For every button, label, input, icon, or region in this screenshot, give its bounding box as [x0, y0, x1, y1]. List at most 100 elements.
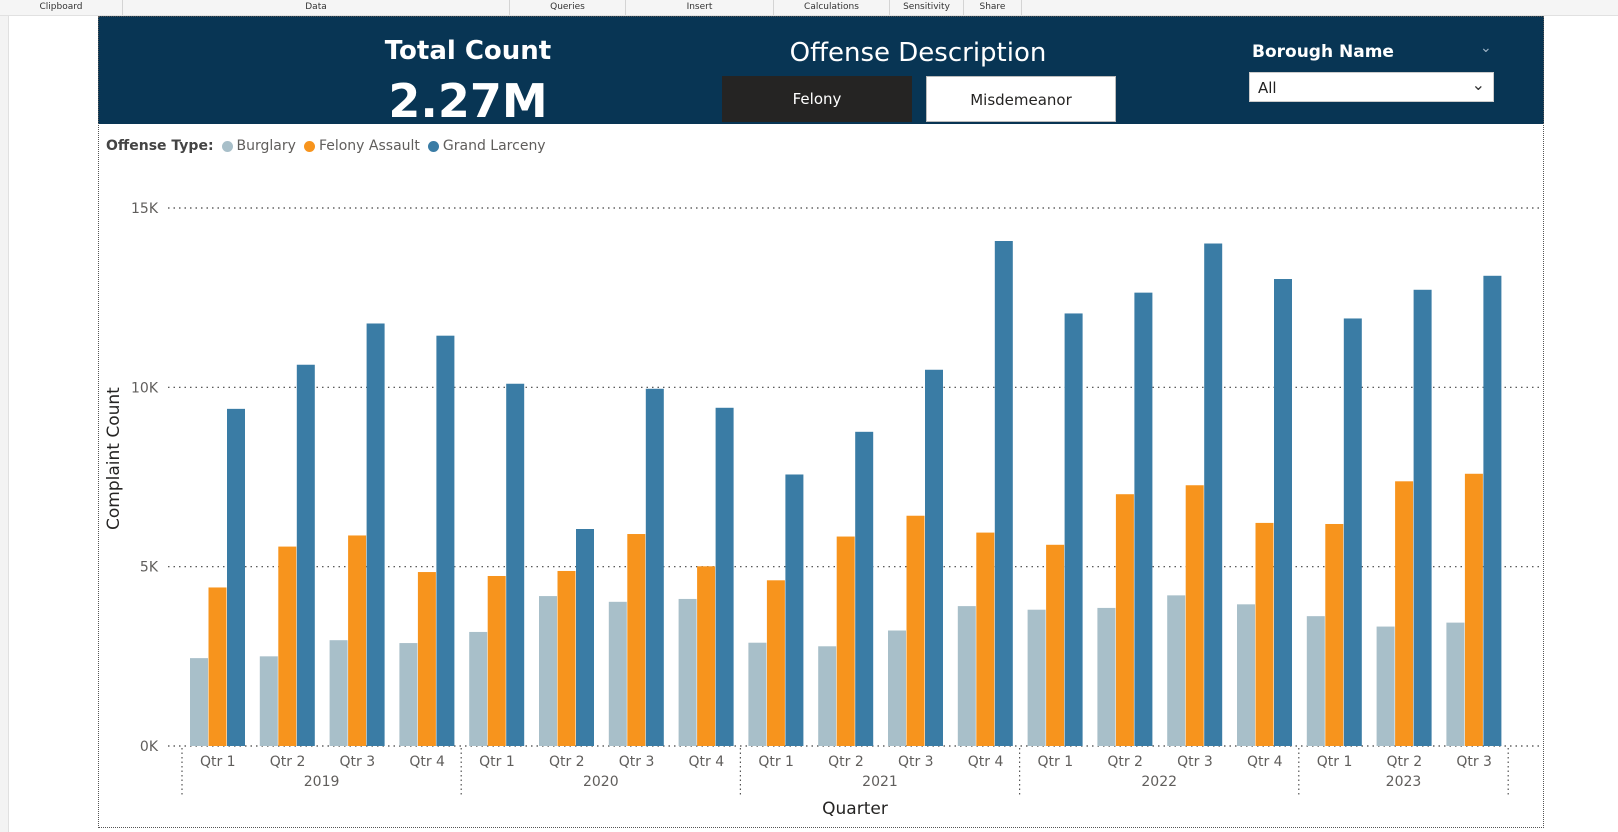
ribbon-group-clipboard[interactable]: Clipboard — [0, 0, 123, 15]
bar-burglary — [748, 642, 767, 746]
bar-felony-assault — [1185, 485, 1204, 746]
x-tick-label: Qtr 3 — [1456, 754, 1492, 770]
year-label: 2023 — [1386, 774, 1422, 790]
offense-description-title: Offense Description — [789, 38, 1047, 68]
report-header: Total Count 2.27M Offense Description Fe… — [98, 16, 1544, 128]
chevron-down-icon: ⌄ — [1471, 75, 1485, 94]
bar-grand-larceny — [994, 240, 1013, 747]
bar-burglary — [1446, 622, 1465, 746]
x-tick-label: Qtr 3 — [898, 754, 934, 770]
bar-felony-assault — [1115, 494, 1134, 746]
x-tick-label: Qtr 1 — [479, 754, 515, 770]
report-canvas-border — [98, 16, 1544, 828]
bar-burglary — [469, 631, 488, 746]
legend-item-grand-larceny[interactable]: Grand Larceny — [427, 138, 546, 154]
legend-dot-icon — [427, 140, 439, 152]
bar-grand-larceny — [1413, 289, 1432, 746]
year-label: 2021 — [862, 774, 898, 790]
bar-burglary — [818, 646, 837, 746]
ribbon-group-insert[interactable]: Insert — [626, 0, 774, 15]
bar-felony-assault — [1464, 473, 1483, 746]
x-axis-title: Quarter — [822, 799, 888, 819]
bar-grand-larceny — [296, 364, 315, 746]
y-tick-label: 0K — [140, 739, 159, 755]
bar-felony-assault — [278, 546, 297, 746]
legend-label: Grand Larceny — [442, 138, 546, 154]
bar-felony-assault — [417, 572, 436, 746]
x-tick-label: Qtr 4 — [409, 754, 445, 770]
bar-grand-larceny — [715, 407, 734, 746]
bar-felony-assault — [1395, 481, 1414, 746]
bar-grand-larceny — [645, 388, 664, 746]
total-count-value: 2.27M — [388, 74, 548, 128]
bar-grand-larceny — [1483, 275, 1502, 746]
ribbon-group-queries[interactable]: Queries — [510, 0, 626, 15]
x-tick-label: Qtr 2 — [549, 754, 585, 770]
misdemeanor-button[interactable]: Misdemeanor — [926, 76, 1116, 122]
bar-grand-larceny — [925, 369, 943, 746]
bar-felony-assault — [487, 575, 506, 746]
bar-felony-assault — [697, 566, 716, 746]
bar-burglary — [1027, 609, 1046, 746]
bar-burglary — [329, 640, 348, 746]
bar-grand-larceny — [1274, 279, 1292, 746]
y-tick-label: 15K — [131, 201, 159, 217]
bar-felony-assault — [906, 515, 925, 746]
bar-felony-assault — [766, 580, 785, 746]
bar-grand-larceny — [785, 474, 804, 746]
bar-burglary — [608, 601, 627, 746]
x-tick-label: Qtr 1 — [1317, 754, 1353, 770]
bar-felony-assault — [557, 570, 576, 746]
bar-grand-larceny — [227, 408, 245, 746]
bar-grand-larceny — [1343, 318, 1362, 746]
legend-item-felony-assault[interactable]: Felony Assault — [303, 138, 420, 154]
bar-grand-larceny — [436, 335, 455, 746]
bar-burglary — [1167, 595, 1186, 746]
bar-burglary — [1376, 626, 1395, 746]
borough-dropdown[interactable]: All ⌄ — [1249, 72, 1494, 102]
bar-burglary — [399, 643, 418, 746]
bar-grand-larceny — [576, 529, 594, 746]
legend-label: Burglary — [236, 138, 296, 154]
borough-dropdown-value: All — [1258, 79, 1277, 97]
ribbon-group-share[interactable]: Share — [964, 0, 1022, 15]
x-tick-label: Qtr 3 — [340, 754, 376, 770]
bar-burglary — [1306, 616, 1325, 746]
x-tick-label: Qtr 3 — [1177, 754, 1213, 770]
x-tick-label: Qtr 4 — [968, 754, 1004, 770]
borough-name-title: Borough Name — [1252, 42, 1394, 62]
bar-felony-assault — [627, 534, 646, 746]
bar-felony-assault — [836, 536, 855, 746]
x-tick-label: Qtr 2 — [1387, 754, 1423, 770]
x-tick-label: Qtr 4 — [689, 754, 725, 770]
x-tick-label: Qtr 2 — [270, 754, 306, 770]
bar-felony-assault — [208, 587, 227, 746]
chart-legend: Offense Type: Burglary Felony Assault Gr… — [106, 138, 554, 154]
year-label: 2022 — [1141, 774, 1177, 790]
total-count-title: Total Count — [384, 36, 552, 66]
bar-burglary — [539, 596, 557, 746]
bar-grand-larceny — [1134, 292, 1153, 746]
chevron-down-icon[interactable]: ⌄ — [1480, 40, 1492, 56]
ribbon-group-data[interactable]: Data — [123, 0, 510, 15]
bar-felony-assault — [1255, 522, 1274, 746]
bar-grand-larceny — [855, 431, 874, 746]
bar-burglary — [888, 630, 906, 746]
ribbon-group-calculations[interactable]: Calculations — [774, 0, 890, 15]
bar-burglary — [678, 598, 697, 746]
legend-dot-icon — [303, 140, 315, 152]
felony-button[interactable]: Felony — [722, 76, 912, 122]
year-label: 2020 — [583, 774, 619, 790]
bar-grand-larceny — [1204, 243, 1223, 746]
ribbon-group-sensitivity[interactable]: Sensitivity — [890, 0, 964, 15]
legend-item-burglary[interactable]: Burglary — [221, 138, 296, 154]
y-tick-label: 5K — [140, 560, 159, 576]
bar-felony-assault — [1325, 523, 1344, 746]
y-tick-label: 10K — [131, 380, 159, 396]
x-tick-label: Qtr 1 — [758, 754, 794, 770]
x-tick-label: Qtr 3 — [619, 754, 655, 770]
x-tick-label: Qtr 2 — [828, 754, 864, 770]
bar-burglary — [1097, 607, 1116, 746]
bar-felony-assault — [976, 532, 995, 746]
